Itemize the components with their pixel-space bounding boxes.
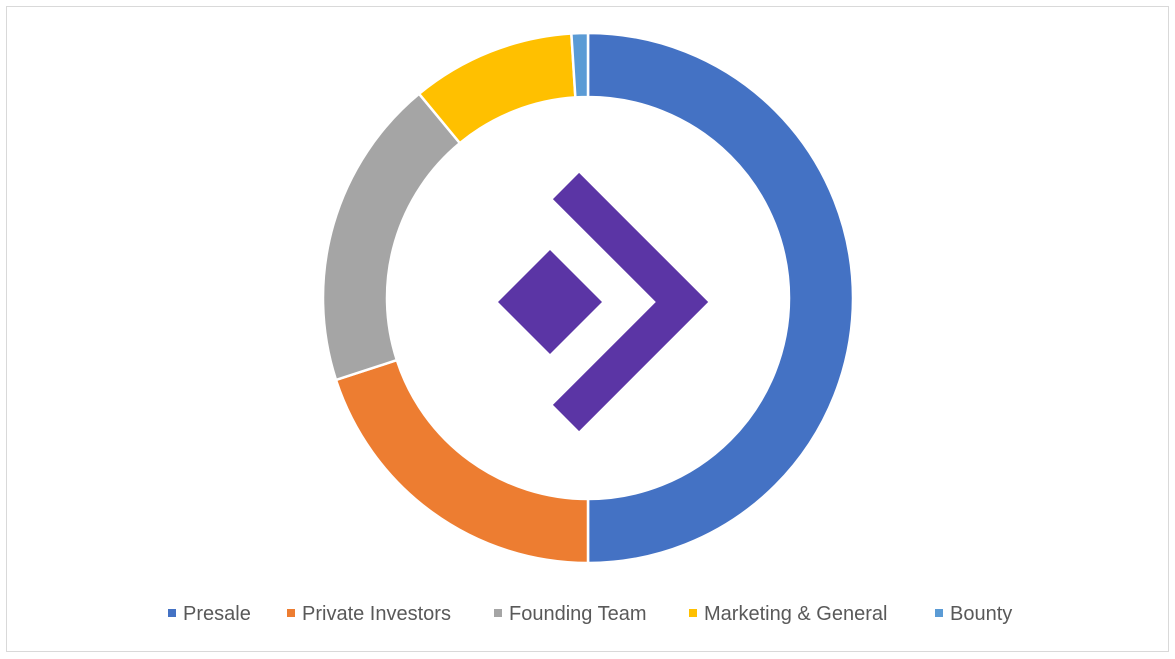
legend-label: Private Investors <box>302 603 451 625</box>
legend-swatch <box>935 609 943 617</box>
logo-chevron <box>552 172 709 432</box>
legend-swatch <box>168 609 176 617</box>
slices <box>321 31 855 565</box>
logo-icon <box>498 172 709 432</box>
logo-diamond <box>498 250 602 354</box>
slice-presale <box>586 31 855 565</box>
legend-label: Founding Team <box>509 603 647 625</box>
legend-swatch <box>689 609 697 617</box>
legend-label: Bounty <box>950 603 1012 625</box>
legend: Presale Private Investors Founding Team Mar… <box>168 603 1012 625</box>
legend-label: Presale <box>183 603 251 625</box>
legend-label: Marketing & General <box>704 603 887 625</box>
legend-swatch <box>494 609 502 617</box>
slice-bounty <box>570 31 590 99</box>
legend-swatch <box>287 609 295 617</box>
